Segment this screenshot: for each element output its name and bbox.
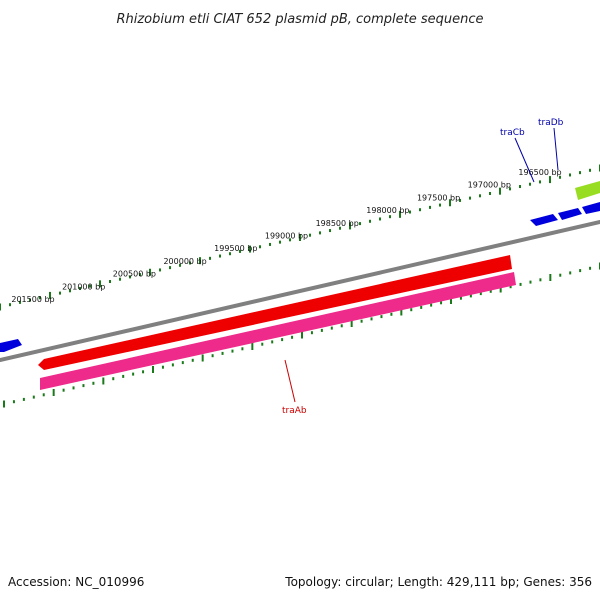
plasmid-backbone: [0, 220, 600, 362]
tick-label: 199000 bp: [265, 232, 308, 241]
map-title: Rhizobium etli CIAT 652 plasmid pB, comp…: [116, 12, 483, 27]
topology-summary: Topology: circular; Length: 429,111 bp; …: [284, 575, 592, 589]
gene-traAb-complement[interactable]: [40, 272, 516, 390]
tick-label: 198000 bp: [366, 206, 409, 215]
tick-label: 201000 bp: [62, 282, 105, 291]
traAb-leader: [284, 359, 296, 403]
tick-labels: 196500 bp 197000 bp 197500 bp 198000 bp 1985…: [11, 168, 561, 304]
traDb-leader: [553, 127, 559, 171]
traCb-leader: [514, 137, 535, 183]
inner-tick-track: [3, 262, 600, 408]
gene-traAb[interactable]: [38, 255, 512, 370]
gene-label-traAb[interactable]: traAb: [282, 406, 307, 416]
tick-label: 200000 bp: [163, 257, 206, 266]
gene-label-traCb[interactable]: traCb: [500, 128, 525, 138]
tick-label: 199500 bp: [214, 244, 257, 253]
gene-forward-lime[interactable]: [575, 181, 600, 200]
gene-forward-blue-2[interactable]: [558, 208, 582, 220]
tick-label: 198500 bp: [316, 219, 359, 228]
gene-forward-blue-3[interactable]: [582, 202, 600, 214]
tick-label: 197500 bp: [417, 193, 460, 202]
tick-label: 200500 bp: [113, 270, 156, 279]
tick-label: 197000 bp: [468, 181, 511, 190]
accession-text: Accession: NC_010996: [8, 575, 144, 589]
gene-forward-blue-1[interactable]: [530, 214, 558, 226]
gene-forward-blue-left[interactable]: [0, 339, 22, 352]
gene-label-traDb[interactable]: traDb: [538, 118, 564, 128]
tick-label: 196500 bp: [518, 168, 561, 177]
tick-label: 201500 bp: [11, 295, 54, 304]
outer-tick-track: [0, 164, 600, 311]
